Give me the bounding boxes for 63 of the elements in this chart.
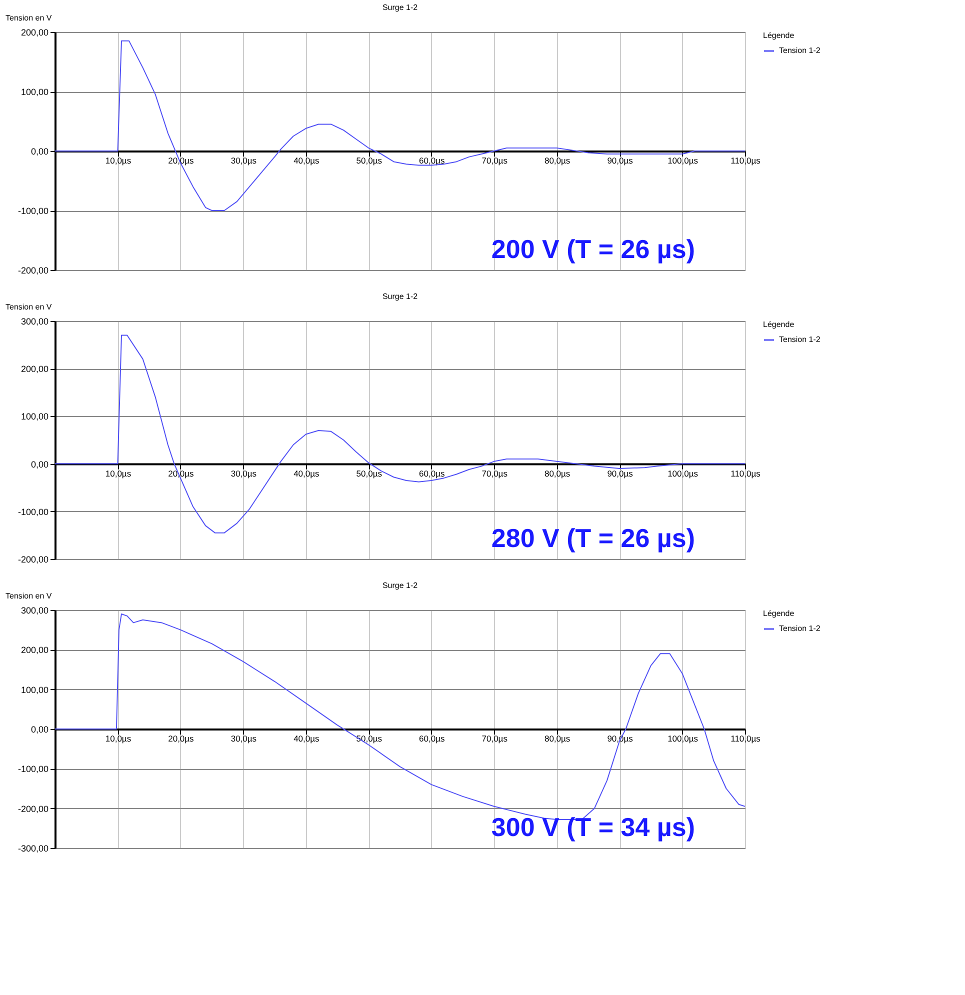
annotation: 280 V (T = 26 µs) xyxy=(491,523,695,553)
legend-label: Tension 1-2 xyxy=(779,335,821,344)
x-tick-label: 70,0µs xyxy=(482,734,508,744)
y-tick-label: -200,00 xyxy=(18,804,48,814)
x-tick-label: 30,0µs xyxy=(230,156,257,166)
x-tick-label: 110,0µs xyxy=(730,468,760,478)
y-tick-label: -300,00 xyxy=(18,844,48,854)
x-tick-label: 100,0µs xyxy=(668,468,698,478)
x-tick-label: 40,0µs xyxy=(294,734,320,744)
x-tick-label: 50,0µs xyxy=(356,468,382,478)
y-tick-label: 0,00 xyxy=(30,146,48,156)
y-tick-label: -200,00 xyxy=(18,554,48,564)
x-tick-label: 70,0µs xyxy=(482,468,508,478)
chart-title: Surge 1-2 xyxy=(382,3,418,12)
y-tick-label: -100,00 xyxy=(18,506,48,517)
legend-label: Tension 1-2 xyxy=(779,46,821,55)
x-tick-label: 100,0µs xyxy=(668,734,698,744)
y-tick-label: 100,00 xyxy=(20,412,48,422)
x-tick-label: 60,0µs xyxy=(419,468,445,478)
x-tick-label: 40,0µs xyxy=(294,156,320,166)
x-tick-label: 60,0µs xyxy=(419,734,445,744)
x-tick-label: 100,0µs xyxy=(668,156,698,166)
x-tick-label: 10,0µs xyxy=(105,156,132,166)
chart-title: Surge 1-2 xyxy=(382,292,418,301)
y-tick-label: 0,00 xyxy=(30,459,48,470)
x-tick-label: 80,0µs xyxy=(544,156,570,166)
x-tick-label: 70,0µs xyxy=(482,156,508,166)
x-tick-label: 110,0µs xyxy=(730,156,760,166)
legend-title: Légende xyxy=(763,609,795,618)
legend-title: Légende xyxy=(763,320,795,329)
x-tick-label: 40,0µs xyxy=(294,468,320,478)
x-tick-label: 80,0µs xyxy=(544,468,570,478)
y-tick-label: 300,00 xyxy=(20,316,48,326)
x-tick-label: 110,0µs xyxy=(730,734,760,744)
y-tick-label: 200,00 xyxy=(20,645,48,656)
x-tick-label: 90,0µs xyxy=(607,468,633,478)
y-tick-label: 300,00 xyxy=(20,606,48,616)
y-axis-title: Tension en V xyxy=(6,302,52,312)
x-tick-label: 60,0µs xyxy=(419,156,445,166)
x-tick-label: 80,0µs xyxy=(544,734,570,744)
x-tick-label: 20,0µs xyxy=(168,734,194,744)
x-tick-label: 50,0µs xyxy=(356,156,382,166)
y-tick-label: 0,00 xyxy=(30,724,48,734)
chart-title: Surge 1-2 xyxy=(382,581,418,590)
x-tick-label: 90,0µs xyxy=(607,156,633,166)
y-axis-title: Tension en V xyxy=(6,592,52,600)
x-tick-label: 10,0µs xyxy=(105,468,132,478)
annotation: 200 V (T = 26 µs) xyxy=(491,234,695,264)
y-tick-label: 200,00 xyxy=(20,364,48,374)
y-tick-label: 200,00 xyxy=(20,28,48,38)
legend-label: Tension 1-2 xyxy=(779,624,821,633)
y-tick-label: 100,00 xyxy=(20,87,48,97)
annotation: 300 V (T = 34 µs) xyxy=(491,812,695,842)
x-tick-label: 30,0µs xyxy=(230,734,257,744)
x-tick-label: 30,0µs xyxy=(230,468,257,478)
y-tick-label: -200,00 xyxy=(18,266,48,276)
x-tick-label: 50,0µs xyxy=(356,734,382,744)
y-axis-title: Tension en V xyxy=(6,14,52,22)
y-tick-label: 100,00 xyxy=(20,684,48,695)
y-tick-label: -100,00 xyxy=(18,764,48,774)
legend-title: Légende xyxy=(763,31,795,40)
y-tick-label: -100,00 xyxy=(18,206,48,216)
x-tick-label: 10,0µs xyxy=(105,734,132,744)
